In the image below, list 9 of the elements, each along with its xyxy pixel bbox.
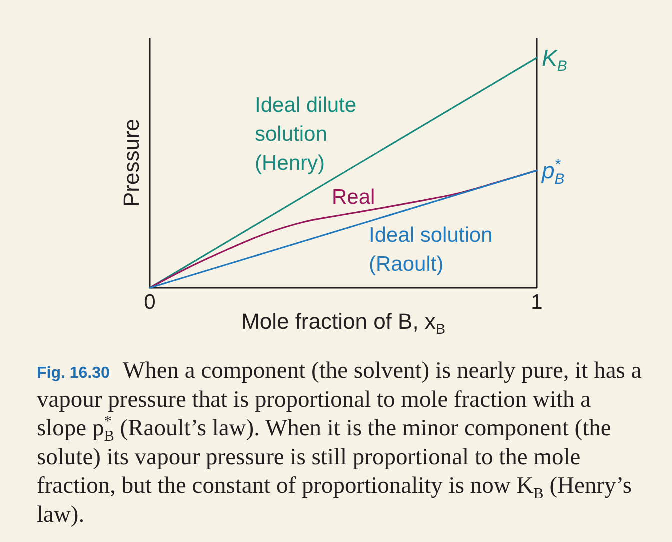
series-label: Ideal solution (Raoult) <box>369 224 493 276</box>
series-label: Real <box>332 186 376 209</box>
series-label: Ideal dilute solution (Henry) <box>255 94 357 175</box>
x-axis-title: Mole fraction of B, x$_{B}$ <box>242 309 446 338</box>
y-axis-title: Pressure <box>118 118 144 208</box>
annotation: K$_{B}$ <box>542 45 568 76</box>
text: Fig. 16.30 When a component (the solvent) is nearly pure, it has a vapour pressure that is proportional to mole fraction with a slope p$^{*}$$_{B}$ (Raoult’s law). When it is the minor component (the solute) its vapour pressure is still proportional to the mole fraction, but the constant of proportionality is now K$_{B}$ (Henry’s law). <box>37 358 642 528</box>
x-tick-label: 1 <box>531 291 543 314</box>
x-tick-label: 0 <box>144 291 156 314</box>
